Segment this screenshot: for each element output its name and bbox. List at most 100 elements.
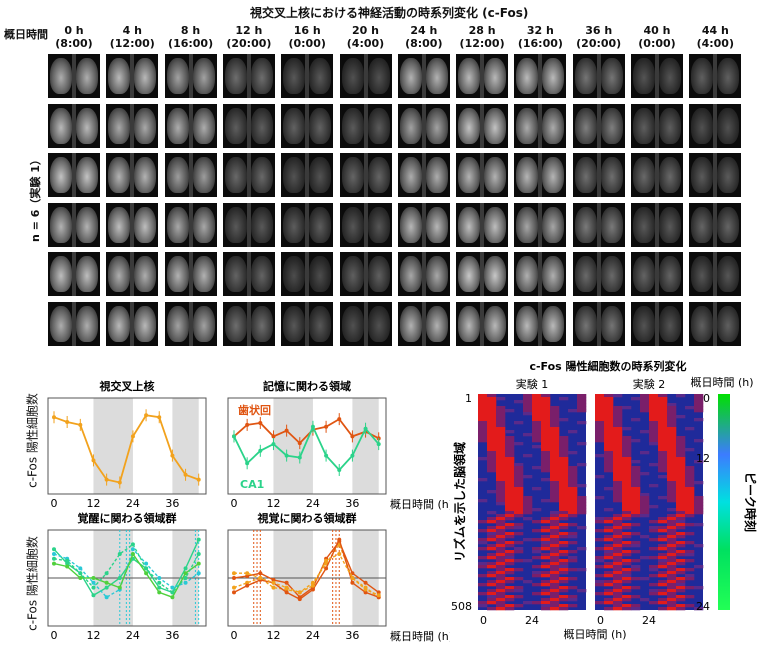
heatmap-cell xyxy=(667,412,677,416)
midline xyxy=(305,301,310,346)
heatmap-cell xyxy=(496,448,506,452)
heatmap-cell xyxy=(604,451,614,455)
heatmap-cell xyxy=(604,487,614,491)
heatmap-cell xyxy=(631,502,641,506)
scn-lobe xyxy=(425,107,448,144)
heatmap-cell xyxy=(496,538,506,542)
heatmap-cell xyxy=(685,574,695,578)
heatmap-cell xyxy=(613,580,623,584)
heatmap-cell xyxy=(640,394,650,398)
heatmap-cell xyxy=(676,604,686,608)
scn-image-tile xyxy=(222,202,275,247)
heatmap-cell xyxy=(550,487,560,491)
heatmap-cell xyxy=(631,493,641,497)
scn-lobe xyxy=(76,256,98,292)
data-point xyxy=(144,561,149,566)
data-point xyxy=(52,556,56,561)
heatmap-cell xyxy=(604,394,614,398)
midline xyxy=(421,54,426,98)
scn-lobe xyxy=(192,206,215,243)
data-point xyxy=(52,561,56,566)
data-point xyxy=(130,547,135,552)
scn-image-tile xyxy=(339,301,392,346)
heatmap-cell xyxy=(613,541,623,545)
heatmap-cell xyxy=(541,412,551,416)
heatmap-cell xyxy=(613,439,623,443)
scn-lobe xyxy=(717,256,740,292)
heatmap-cell xyxy=(676,550,686,554)
heatmap-cell xyxy=(676,523,686,527)
data-point xyxy=(183,571,188,576)
heatmap-cell xyxy=(550,571,560,575)
panel-title: 記憶に関わる領域 xyxy=(263,379,351,393)
scn-lobe xyxy=(134,206,157,243)
scn-image-tile xyxy=(631,103,683,148)
heatmap-cell xyxy=(541,424,551,428)
heatmap-cell xyxy=(667,466,677,470)
scn-lobe xyxy=(399,58,422,94)
heatmap-cell xyxy=(559,514,569,518)
heatmap-cell xyxy=(532,529,542,533)
heatmap-cell xyxy=(532,556,542,560)
heatmap-x-tick: 24 xyxy=(525,614,539,627)
heatmap-cell xyxy=(550,463,560,467)
heatmap-cell xyxy=(559,469,569,473)
heatmap-cell xyxy=(487,400,497,404)
heatmap-cell xyxy=(496,457,506,461)
heatmap-cell xyxy=(550,550,560,554)
heatmap-cell xyxy=(649,574,659,578)
heatmap-x-tick: 0 xyxy=(597,614,604,627)
x-tick-label: 0 xyxy=(51,629,58,642)
heatmap-cell xyxy=(514,487,524,491)
midline xyxy=(421,103,426,148)
heatmap-cell xyxy=(595,409,605,413)
heatmap-cell xyxy=(649,589,659,593)
scn-image-tile xyxy=(106,202,159,247)
heatmap-cell xyxy=(658,598,668,602)
heatmap-cell xyxy=(568,469,578,473)
heatmap-cell xyxy=(604,607,614,611)
heatmap-cell xyxy=(595,403,605,407)
heatmap-cell xyxy=(487,490,497,494)
heatmap-cell xyxy=(523,499,533,503)
heatmap-cell xyxy=(496,421,506,425)
scn-lobe xyxy=(76,58,98,94)
heatmap-cell xyxy=(649,529,659,533)
heatmap-cell xyxy=(496,586,506,590)
heatmap-cell xyxy=(487,526,497,530)
heatmap-cell xyxy=(667,454,677,458)
scn-lobe xyxy=(542,107,565,144)
scn-lobe xyxy=(50,58,72,94)
heatmap-cell xyxy=(532,406,542,410)
scn-lobe xyxy=(633,256,655,292)
heatmap-cell xyxy=(649,427,659,431)
heatmap-cell xyxy=(667,457,677,461)
heatmap-cell xyxy=(550,439,560,443)
scn-lobe xyxy=(458,157,481,193)
heatmap-cell xyxy=(487,511,497,515)
heatmap-cell xyxy=(676,502,686,506)
heatmap-cell xyxy=(622,475,632,479)
heatmap-cell xyxy=(622,463,632,467)
scn-lobe xyxy=(250,256,273,292)
heatmap-cell xyxy=(649,463,659,467)
midline xyxy=(538,202,543,247)
heatmap-cell xyxy=(478,592,488,596)
heatmap-cell xyxy=(667,514,677,518)
heatmap-cell xyxy=(604,454,614,458)
data-point xyxy=(376,593,381,598)
heatmap-cell xyxy=(658,442,668,446)
heatmap-cell xyxy=(622,541,632,545)
heatmap-cell xyxy=(631,478,641,482)
heatmap-cell xyxy=(604,520,614,524)
column-clock: (4:00) xyxy=(346,37,385,50)
heatmap-cell xyxy=(496,604,506,608)
heatmap-cell xyxy=(487,454,497,458)
scn-lobe xyxy=(134,58,157,94)
data-point xyxy=(91,576,96,580)
scn-image-tile xyxy=(631,252,683,296)
scn-image-tile xyxy=(572,202,625,247)
scn-image-tile xyxy=(222,252,275,296)
heatmap-cell xyxy=(676,577,686,581)
scn-image-tile xyxy=(572,103,625,148)
